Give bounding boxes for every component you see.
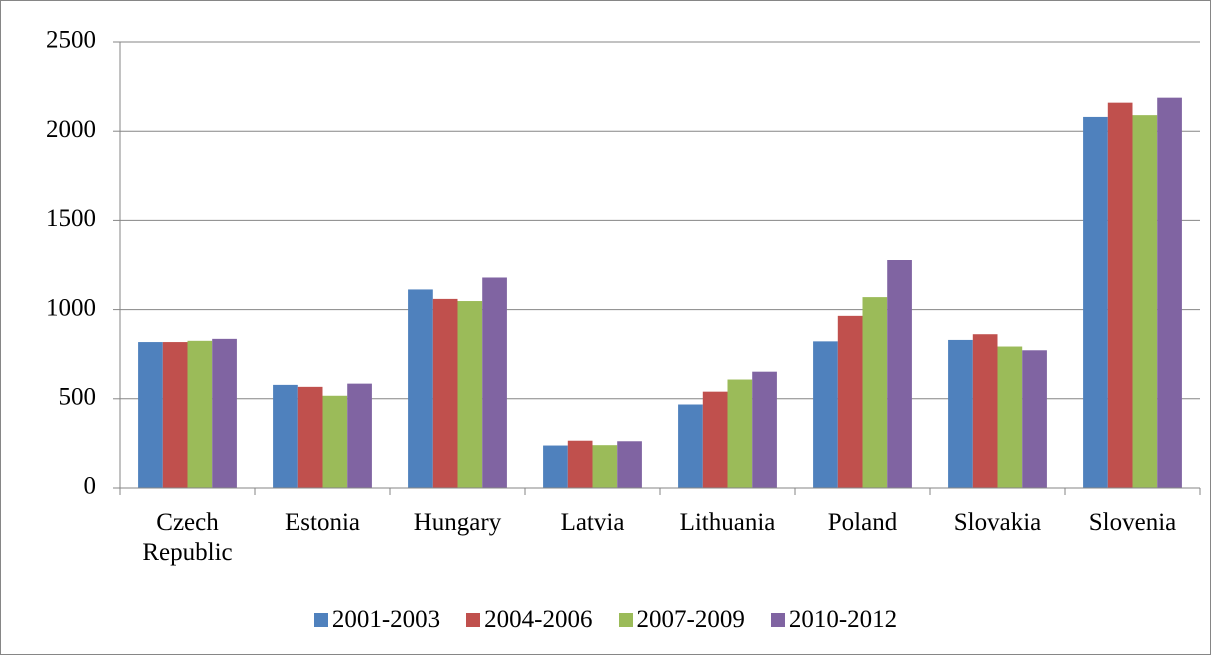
bar (347, 383, 372, 488)
bar (1022, 350, 1047, 488)
y-tick-label: 2000 (46, 116, 96, 143)
y-tick-label: 2500 (46, 27, 96, 54)
legend-swatch (618, 613, 633, 627)
bar (678, 404, 703, 488)
bar (813, 341, 838, 488)
legend-label: 2007-2009 (636, 606, 745, 633)
bar (1083, 116, 1108, 488)
bar (297, 386, 323, 488)
bar (408, 289, 433, 488)
bar (592, 445, 618, 488)
legend-item: 2001-2003 (313, 606, 441, 634)
bar (1107, 102, 1133, 488)
legend-swatch (466, 613, 481, 627)
legend-label: 2004-2006 (484, 606, 593, 633)
x-tick-label: Latvia (560, 509, 625, 536)
bar (752, 371, 777, 488)
bar (482, 277, 507, 488)
bar (1132, 115, 1158, 489)
bar (887, 260, 912, 488)
bar (862, 297, 888, 488)
x-tick-label: Estonia (285, 509, 360, 536)
x-tick-label: Slovenia (1088, 509, 1177, 536)
legend-swatch (770, 613, 785, 627)
y-tick-label: 500 (59, 384, 97, 411)
bar (567, 440, 593, 488)
bar (543, 445, 568, 488)
bar (432, 298, 458, 488)
bar (948, 339, 973, 488)
x-tick-label: Lithuania (679, 509, 776, 536)
x-tick-label: Hungary (413, 509, 502, 536)
legend-label: 2010-2012 (788, 606, 898, 633)
x-tick-label: Poland (827, 509, 898, 536)
legend-label: 2001-2003 (331, 606, 441, 633)
bar (273, 384, 298, 488)
y-tick-label: 0 (84, 473, 97, 500)
bar (617, 441, 642, 488)
legend-swatch (313, 613, 328, 627)
bar (138, 342, 163, 488)
bar (187, 340, 213, 488)
x-tick-label: Czech Republic (142, 509, 233, 566)
legend: 2001-2003 2004-2006 2007-2009 2010-2012 (0, 606, 1211, 634)
bar (727, 379, 753, 488)
legend-item: 2007-2009 (618, 606, 745, 634)
legend-item: 2010-2012 (770, 606, 898, 634)
bar (322, 395, 348, 488)
legend-item: 2004-2006 (466, 606, 593, 634)
bar (837, 315, 863, 488)
bar (1157, 97, 1182, 488)
bar (972, 334, 998, 488)
bar (702, 391, 728, 488)
x-tick-label: Slovakia (953, 509, 1042, 536)
bar (162, 342, 188, 488)
bar (212, 338, 237, 488)
y-tick-label: 1000 (46, 294, 96, 321)
bar (997, 346, 1023, 488)
bar (457, 301, 483, 488)
y-tick-label: 1500 (46, 205, 96, 232)
